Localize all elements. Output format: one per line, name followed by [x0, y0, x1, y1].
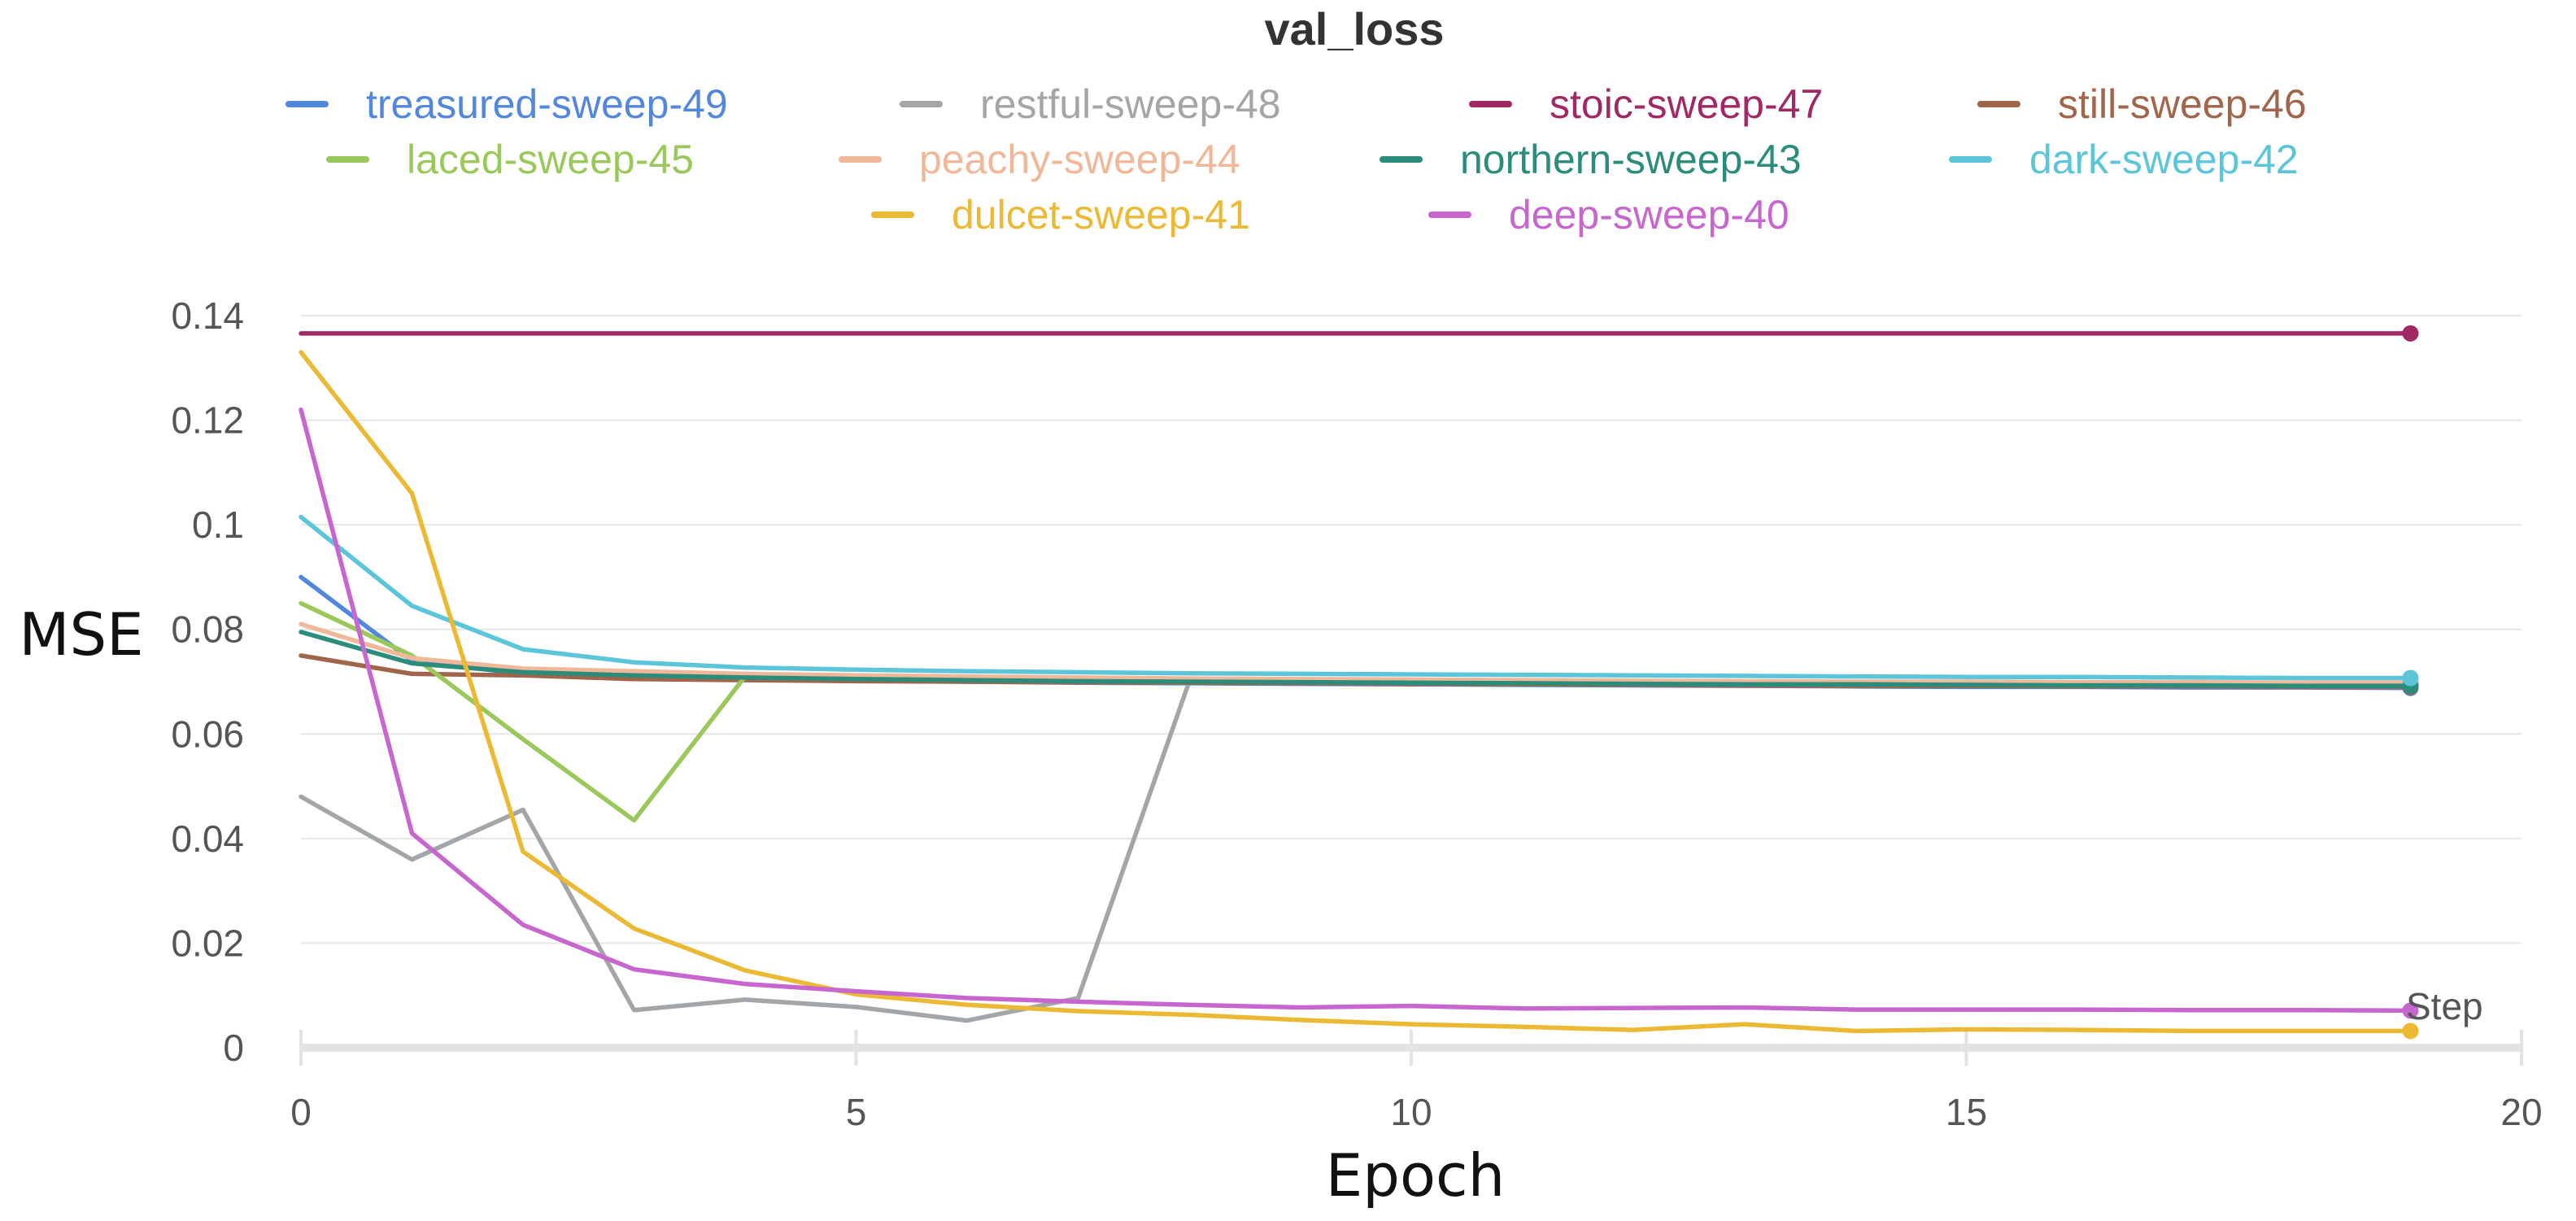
legend-label: still-sweep-46: [2058, 81, 2307, 127]
x-tick-label: 15: [1946, 1091, 1987, 1133]
x-tick-label: 0: [290, 1091, 312, 1133]
legend-label: dark-sweep-42: [2029, 137, 2299, 182]
y-tick-label: 0.02: [171, 922, 244, 964]
y-tick-label: 0: [223, 1027, 244, 1069]
series-line-dark-sweep-42: [299, 514, 2413, 681]
legend-label: peachy-sweep-44: [919, 137, 1240, 182]
series-line-laced-sweep-45: [299, 600, 2413, 823]
series-line-dulcet-sweep-41: [299, 350, 2413, 1034]
y-tick-label: 0.06: [171, 713, 244, 755]
series-end-point-stoic-sweep-47: [2402, 325, 2419, 342]
y-tick-label: 0.04: [171, 818, 244, 860]
y-axis: 0 0.02 0.04 0.06 0.08 0.1 0.12 0.14: [171, 294, 244, 1069]
x-tick-label: 5: [846, 1091, 867, 1133]
y-tick-label: 0.12: [171, 399, 244, 442]
grid-lines: [301, 315, 2522, 944]
series-line-peachy-sweep-44: [299, 621, 2413, 686]
x-tick-label: 20: [2500, 1091, 2542, 1133]
legend-label: restful-sweep-48: [980, 81, 1281, 127]
legend-label: stoic-sweep-47: [1550, 81, 1823, 127]
y-tick-label: 0.1: [192, 504, 244, 546]
legend: treasured-sweep-49 restful-sweep-48 stoic-…: [285, 81, 2307, 238]
y-tick-label: 0.14: [171, 294, 244, 337]
legend-label: treasured-sweep-49: [366, 81, 728, 127]
legend-label: laced-sweep-45: [407, 137, 694, 182]
chart-title: val_loss: [1264, 3, 1444, 55]
series-line-northern-sweep-43: [299, 630, 2413, 688]
series-end-point-dark-sweep-42: [2402, 669, 2419, 687]
x-axis-title: Epoch: [1326, 1141, 1505, 1210]
legend-label: dulcet-sweep-41: [952, 192, 1250, 238]
y-tick-label: 0.08: [171, 608, 244, 651]
x-axis: 0 5 10 15 20: [290, 1030, 2543, 1133]
x-tick-label: 10: [1390, 1091, 1432, 1133]
series-end-point-deep-sweep-40: [2402, 1002, 2419, 1019]
step-label: Step: [2406, 985, 2483, 1027]
series-end-point-dulcet-sweep-41: [2402, 1023, 2419, 1040]
endpoint-markers: [2402, 325, 2419, 1040]
legend-label: deep-sweep-40: [1509, 192, 1789, 238]
y-axis-title: MSE: [19, 600, 143, 669]
series-layer: [299, 331, 2413, 1034]
legend-label: northern-sweep-43: [1460, 137, 1802, 182]
series-line-restful-sweep-48: [299, 679, 2413, 1023]
series-line-deep-sweep-40: [299, 407, 2413, 1014]
